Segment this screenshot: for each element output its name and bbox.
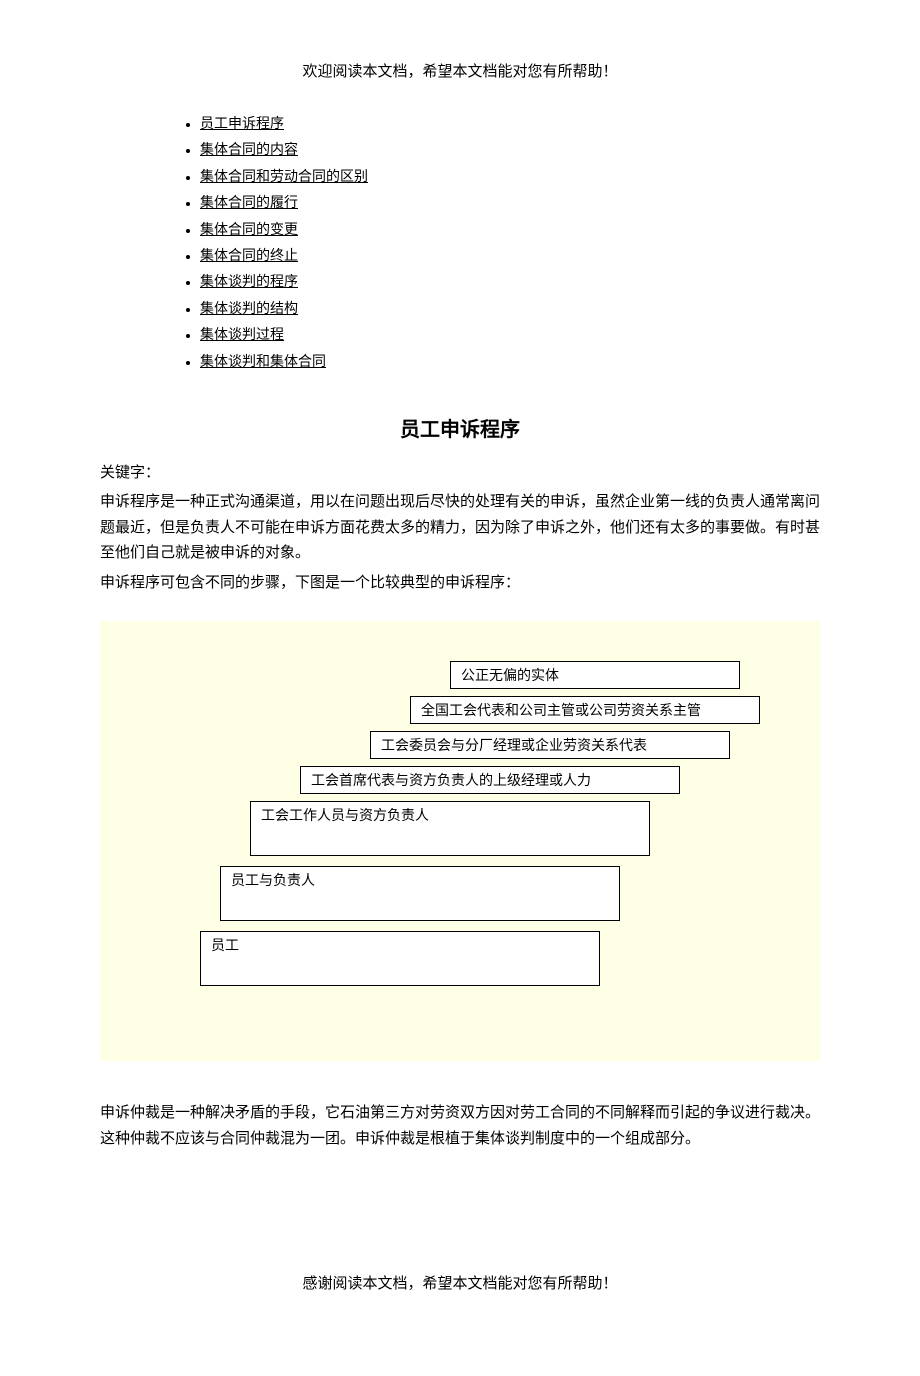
toc-link[interactable]: 集体谈判的结构 <box>200 302 298 317</box>
diagram-step: 员工与负责人 <box>220 866 620 921</box>
toc-item: 集体合同的终止 <box>200 246 820 268</box>
toc-link[interactable]: 集体合同的内容 <box>200 143 298 158</box>
toc-link[interactable]: 集体合同的履行 <box>200 196 298 211</box>
keyword-label: 关键字： <box>100 461 820 487</box>
diagram-step: 员工 <box>200 931 600 986</box>
toc-link[interactable]: 集体合同的变更 <box>200 223 298 238</box>
diagram-step: 全国工会代表和公司主管或公司劳资关系主管 <box>410 696 760 724</box>
toc-item: 集体谈判的结构 <box>200 299 820 321</box>
toc-item: 集体谈判和集体合同 <box>200 352 820 374</box>
toc-link[interactable]: 员工申诉程序 <box>200 117 284 132</box>
toc-item: 集体合同的履行 <box>200 193 820 215</box>
toc-link[interactable]: 集体合同的终止 <box>200 249 298 264</box>
toc-item: 集体合同和劳动合同的区别 <box>200 167 820 189</box>
toc-item: 集体谈判的程序 <box>200 272 820 294</box>
paragraph: 申诉程序可包含不同的步骤，下图是一个比较典型的申诉程序： <box>100 571 820 597</box>
diagram-step: 工会委员会与分厂经理或企业劳资关系代表 <box>370 731 730 759</box>
header-note: 欢迎阅读本文档，希望本文档能对您有所帮助！ <box>100 60 820 84</box>
diagram-step: 工会工作人员与资方负责人 <box>250 801 650 856</box>
grievance-procedure-diagram: 公正无偏的实体全国工会代表和公司主管或公司劳资关系主管工会委员会与分厂经理或企业… <box>100 621 820 1061</box>
toc-link[interactable]: 集体谈判过程 <box>200 328 284 343</box>
toc-link[interactable]: 集体合同和劳动合同的区别 <box>200 170 368 185</box>
toc-item: 集体合同的变更 <box>200 220 820 242</box>
table-of-contents: 员工申诉程序 集体合同的内容 集体合同和劳动合同的区别 集体合同的履行 集体合同… <box>100 114 820 374</box>
diagram-step: 公正无偏的实体 <box>450 661 740 689</box>
paragraph: 申诉仲裁是一种解决矛盾的手段，它石油第三方对劳资双方因对劳工合同的不同解释而引起… <box>100 1101 820 1152</box>
toc-item: 集体谈判过程 <box>200 325 820 347</box>
section-title: 员工申诉程序 <box>100 414 820 446</box>
footer-note: 感谢阅读本文档，希望本文档能对您有所帮助！ <box>100 1272 820 1296</box>
toc-link[interactable]: 集体谈判的程序 <box>200 275 298 290</box>
toc-item: 员工申诉程序 <box>200 114 820 136</box>
toc-link[interactable]: 集体谈判和集体合同 <box>200 355 326 370</box>
diagram-step: 工会首席代表与资方负责人的上级经理或人力 <box>300 766 680 794</box>
paragraph: 申诉程序是一种正式沟通渠道，用以在问题出现后尽快的处理有关的申诉，虽然企业第一线… <box>100 490 820 567</box>
toc-item: 集体合同的内容 <box>200 140 820 162</box>
